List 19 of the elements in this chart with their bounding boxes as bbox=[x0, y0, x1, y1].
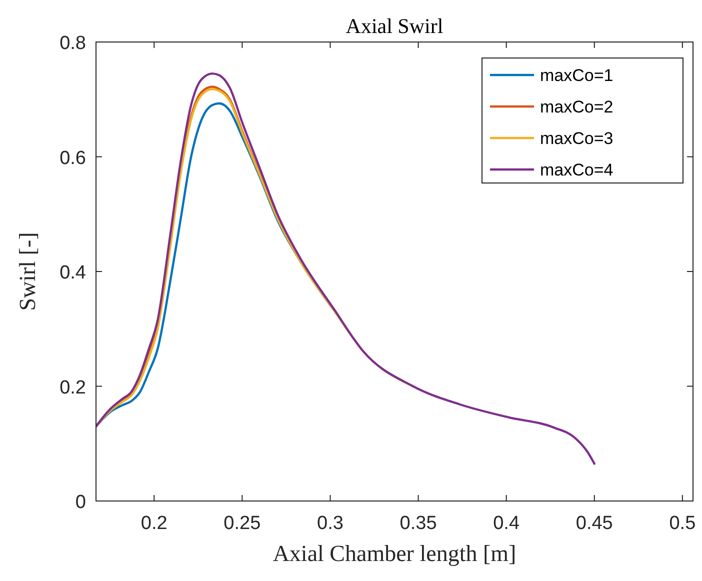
x-tick-label: 0.5 bbox=[669, 513, 696, 534]
y-tick-label: 0.2 bbox=[60, 377, 86, 398]
x-tick-label: 0.2 bbox=[140, 513, 168, 534]
y-tick-label: 0.8 bbox=[60, 33, 86, 54]
y-tick-label: 0.6 bbox=[60, 148, 86, 169]
x-tick-label: 0.35 bbox=[400, 513, 437, 534]
x-tick-label: 0.3 bbox=[317, 513, 344, 534]
x-tick-label: 0.45 bbox=[576, 513, 613, 534]
legend-label: maxCo=4 bbox=[540, 160, 614, 180]
legend-label: maxCo=2 bbox=[540, 98, 614, 116]
x-tick-label: 0.25 bbox=[224, 513, 261, 534]
y-tick-label: 0.4 bbox=[60, 262, 86, 284]
x-axis-title: Axial Chamber length [m] bbox=[272, 541, 516, 566]
x-tick-label: 0.4 bbox=[493, 513, 520, 534]
y-axis-title: Swirl [-] bbox=[15, 232, 40, 311]
legend-label: maxCo=1 bbox=[540, 66, 614, 85]
legend-label: maxCo=3 bbox=[540, 129, 614, 148]
y-tick-label: 0 bbox=[75, 492, 86, 513]
chart-title: Axial Swirl bbox=[346, 14, 444, 38]
